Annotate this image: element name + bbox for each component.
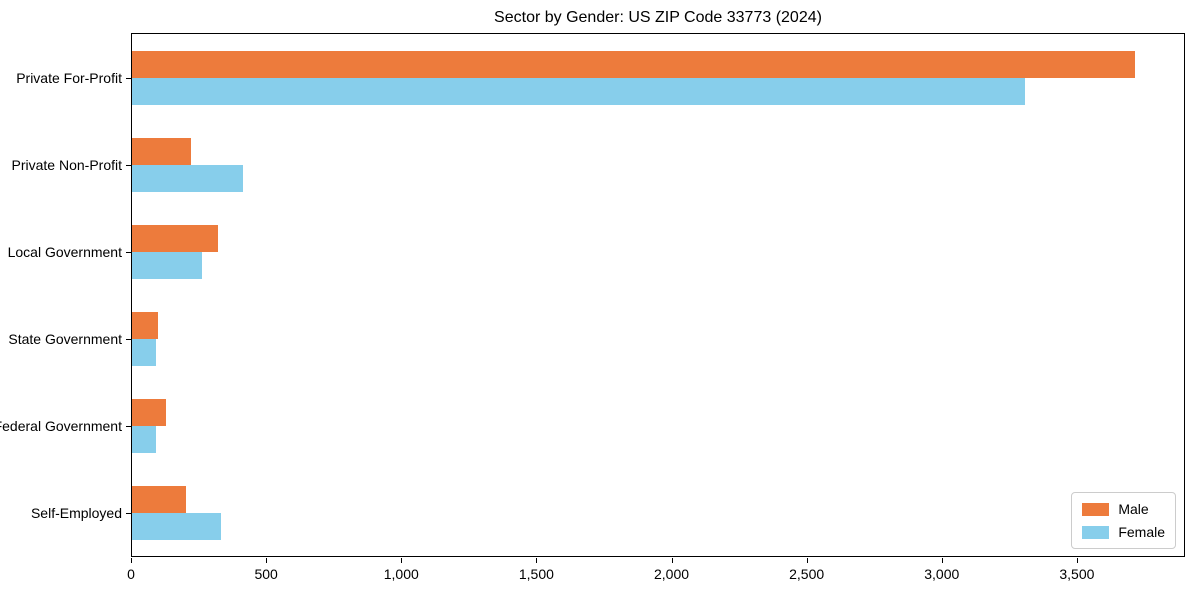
bar-female xyxy=(132,425,157,453)
bar-female xyxy=(132,77,1025,105)
y-tick-mark xyxy=(126,251,131,253)
y-tick-mark xyxy=(126,338,131,340)
x-tick-mark xyxy=(131,558,132,563)
bar-male xyxy=(132,398,166,426)
x-tick-label: 1,000 xyxy=(383,566,419,582)
bar-group: Local Government xyxy=(8,208,1184,295)
bar-female xyxy=(132,512,221,540)
female-color-swatch xyxy=(1082,525,1110,539)
bar-group: Federal Government xyxy=(0,382,1184,469)
bar-group: Private Non-Profit xyxy=(12,121,1184,208)
bar-group: State Government xyxy=(8,295,1184,382)
x-tick-label: 1,500 xyxy=(518,566,554,582)
y-tick-mark xyxy=(126,164,131,166)
plot-area: Male Female Private For-Profit Private No… xyxy=(0,33,1185,557)
bar-group: Self-Employed xyxy=(31,469,1184,556)
bar-male xyxy=(132,485,186,513)
x-axis: 0 500 1,000 1,500 2,000 2,500 3,000 3,500 xyxy=(127,558,1185,592)
bar-male xyxy=(132,50,1136,78)
legend-item-female: Female xyxy=(1082,524,1165,540)
y-tick-mark xyxy=(126,77,131,79)
x-tick-mark xyxy=(266,558,268,563)
bar-male xyxy=(132,137,192,165)
legend-label-female: Female xyxy=(1118,524,1165,540)
male-color-swatch xyxy=(1082,502,1110,516)
bar-group: Private For-Profit xyxy=(16,34,1184,121)
x-tick-label: 0 xyxy=(127,566,135,582)
bar-female xyxy=(132,338,157,366)
x-tick-label: 500 xyxy=(254,566,278,582)
x-tick-mark xyxy=(536,558,538,563)
x-tick-mark xyxy=(806,558,808,563)
x-tick-label: 2,000 xyxy=(653,566,690,582)
x-tick-mark xyxy=(941,558,943,563)
legend-label-male: Male xyxy=(1118,501,1149,517)
bar-male xyxy=(132,311,158,339)
chart-title: Sector by Gender: US ZIP Code 33773 (202… xyxy=(494,9,822,26)
category-label: Private For-Profit xyxy=(16,69,122,86)
x-tick-label: 3,000 xyxy=(924,566,960,582)
x-tick-mark xyxy=(671,558,673,563)
y-tick-mark xyxy=(126,512,131,514)
category-label: Self-Employed xyxy=(30,504,122,521)
y-tick-mark xyxy=(126,425,131,427)
category-label: Private Non-Profit xyxy=(11,156,122,173)
x-tick-mark xyxy=(401,558,403,563)
legend-item-male: Male xyxy=(1082,501,1165,517)
category-label: Local Government xyxy=(7,243,122,260)
bar-female xyxy=(132,164,243,192)
category-label: Federal Government xyxy=(0,417,122,434)
x-tick-mark xyxy=(1076,558,1078,563)
category-label: State Government xyxy=(8,330,122,347)
bar-male xyxy=(132,224,219,252)
bar-female xyxy=(132,251,203,279)
x-tick-label: 2,500 xyxy=(789,566,825,582)
x-tick-label: 3,500 xyxy=(1059,566,1095,582)
legend: Male Female xyxy=(1071,492,1176,549)
